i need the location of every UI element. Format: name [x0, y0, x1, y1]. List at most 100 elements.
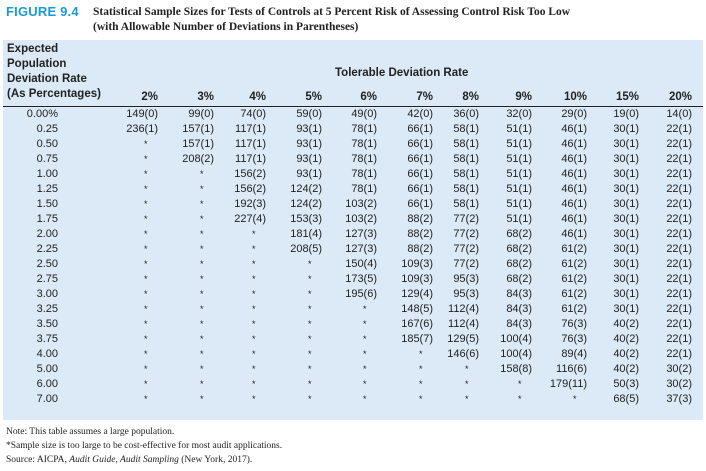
table-cell: 148(5): [401, 303, 433, 315]
table-cell: 46(1): [561, 153, 587, 165]
table-cell: 30(1): [613, 243, 639, 255]
row-deviation-rate: 0.75: [36, 153, 58, 165]
row-header-line-2: Population: [7, 58, 67, 70]
table-cell: 30(1): [613, 258, 639, 270]
table-cell: 22(1): [666, 138, 692, 150]
table-cell: 51(1): [506, 183, 532, 195]
table-cell-not-applicable: *: [144, 184, 148, 194]
table-cell: 109(3): [401, 258, 433, 270]
table-cell-not-applicable: *: [144, 394, 148, 404]
row-deviation-rate: 2.75: [36, 273, 58, 285]
table-cell-not-applicable: *: [308, 394, 312, 404]
table-cell: 77(2): [453, 228, 479, 240]
table-cell-not-applicable: *: [200, 304, 204, 314]
table-cell-not-applicable: *: [200, 184, 204, 194]
table-cell: 40(2): [613, 318, 639, 330]
table-cell: 40(2): [613, 363, 639, 375]
sample-size-table: Expected Population Deviation Rate (As P…: [3, 40, 703, 420]
table-cell: 109(3): [401, 273, 433, 285]
table-cell-not-applicable: *: [144, 364, 148, 374]
table-cell: 129(5): [447, 333, 479, 345]
figure-label: FIGURE 9.4: [6, 4, 79, 19]
table-cell-not-applicable: *: [200, 349, 204, 359]
table-cell-not-applicable: *: [363, 349, 367, 359]
table-cell-not-applicable: *: [144, 349, 148, 359]
table-cell-not-applicable: *: [465, 394, 469, 404]
table-cell: 58(1): [453, 198, 479, 210]
figure-title-line-2: (with Allowable Number of Deviations in …: [93, 21, 359, 33]
table-cell: 146(6): [447, 348, 479, 360]
table-cell-not-applicable: *: [200, 229, 204, 239]
table-cell: 46(1): [561, 123, 587, 135]
table-cell: 93(1): [296, 138, 322, 150]
table-cell: 157(1): [182, 123, 214, 135]
table-cell: 117(1): [235, 123, 266, 135]
row-header-line-1: Expected: [7, 43, 59, 55]
row-deviation-rate: 5.00: [36, 363, 58, 375]
figure-title-line-1: Statistical Sample Sizes for Tests of Co…: [93, 6, 571, 18]
table-cell-not-applicable: *: [363, 394, 367, 404]
table-cell: 61(2): [561, 303, 587, 315]
table-cell: 32(0): [506, 108, 532, 120]
table-cell: 30(1): [613, 138, 639, 150]
table-cell: 157(1): [182, 138, 214, 150]
table-cell-not-applicable: *: [144, 274, 148, 284]
table-cell-not-applicable: *: [252, 379, 256, 389]
table-cell: 127(3): [345, 243, 377, 255]
column-header: 10%: [563, 91, 587, 103]
table-cell: 112(4): [448, 318, 479, 330]
table-cell: 117(1): [235, 153, 266, 165]
table-cell: 58(1): [453, 138, 479, 150]
table-cell: 93(1): [296, 123, 322, 135]
table-cell: 42(0): [407, 108, 433, 120]
row-deviation-rate: 3.50: [36, 318, 58, 330]
table-cell: 22(1): [666, 213, 692, 225]
table-cell: 78(1): [351, 168, 377, 180]
table-cell-not-applicable: *: [252, 244, 256, 254]
row-deviation-rate: 1.75: [36, 213, 58, 225]
table-cell: 30(1): [613, 153, 639, 165]
table-cell: 58(1): [453, 183, 479, 195]
table-cell: 51(1): [506, 123, 532, 135]
column-header: 7%: [416, 91, 433, 103]
table-cell-not-applicable: *: [200, 199, 204, 209]
table-cell-not-applicable: *: [144, 334, 148, 344]
table-cell: 181(4): [290, 228, 322, 240]
table-cell: 22(1): [666, 183, 692, 195]
table-cell: 95(3): [453, 288, 479, 300]
table-cell-not-applicable: *: [144, 289, 148, 299]
table-cell-not-applicable: *: [308, 364, 312, 374]
row-deviation-rate: 2.50: [36, 258, 58, 270]
table-cell: 40(2): [613, 333, 639, 345]
table-cell: 78(1): [351, 123, 377, 135]
table-cell: 22(1): [666, 243, 692, 255]
table-cell: 29(0): [561, 108, 587, 120]
table-cell: 68(2): [506, 258, 532, 270]
table-cell-not-applicable: *: [419, 364, 423, 374]
row-deviation-rate: 1.50: [36, 198, 58, 210]
table-cell: 88(2): [407, 213, 433, 225]
column-header: 20%: [668, 91, 692, 103]
table-cell: 46(1): [561, 213, 587, 225]
table-cell-not-applicable: *: [465, 364, 469, 374]
table-cell: 66(1): [407, 198, 433, 210]
table-cell: 93(1): [296, 153, 322, 165]
table-cell: 22(1): [666, 228, 692, 240]
table-cell: 58(1): [453, 123, 479, 135]
table-cell: 66(1): [407, 168, 433, 180]
table-cell-not-applicable: *: [144, 379, 148, 389]
table-cell: 22(1): [666, 198, 692, 210]
table-cell-not-applicable: *: [200, 379, 204, 389]
table-cell: 227(4): [234, 213, 266, 225]
table-cell: 30(2): [666, 378, 692, 390]
table-cell-not-applicable: *: [200, 169, 204, 179]
table-cell: 37(3): [666, 393, 692, 405]
row-header-line-3: Deviation Rate: [7, 73, 87, 85]
table-cell-not-applicable: *: [419, 394, 423, 404]
table-cell: 30(1): [613, 168, 639, 180]
table-cell: 236(1): [126, 123, 158, 135]
table-cell: 68(2): [506, 273, 532, 285]
table-cell-not-applicable: *: [465, 379, 469, 389]
table-cell-not-applicable: *: [144, 169, 148, 179]
table-cell-not-applicable: *: [200, 334, 204, 344]
